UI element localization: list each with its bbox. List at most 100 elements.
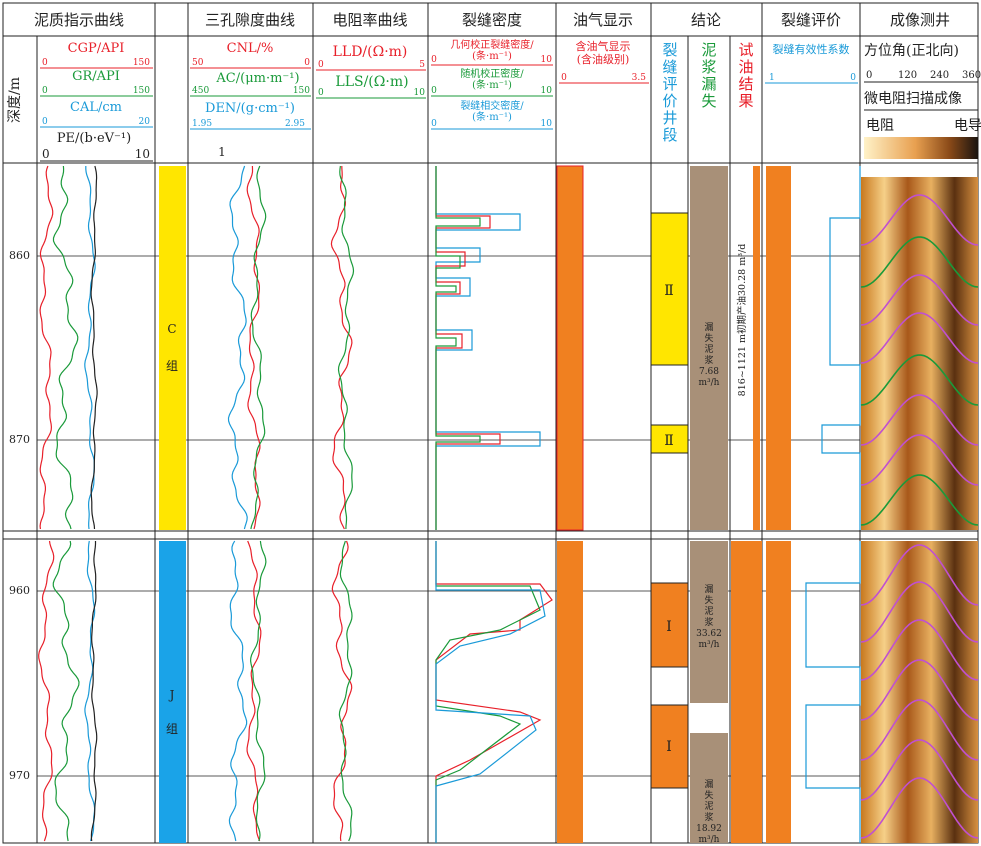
frac-cross-label: 裂缝相交密度/ xyxy=(460,99,524,112)
eval-bar-bottom xyxy=(766,541,791,843)
lls-curve xyxy=(337,165,355,530)
depth-970: 970 xyxy=(9,769,30,782)
ac-label: AC/(μm·m⁻¹) xyxy=(215,71,299,86)
eval-label: 裂缝有效性系数 xyxy=(773,42,850,56)
cal-curve xyxy=(84,540,96,842)
track-title-eval: 裂缝评价 xyxy=(781,11,841,29)
frac-geo-label: 几何校正裂缝密度/ xyxy=(450,38,534,51)
gr-curve xyxy=(52,165,79,530)
frac-cross-curve-top xyxy=(435,166,541,530)
fracture-trace xyxy=(860,699,979,761)
svg-text:0: 0 xyxy=(42,147,50,161)
svg-text:0: 0 xyxy=(561,73,567,83)
svg-text:0: 0 xyxy=(304,58,310,68)
img-azimuth-label: 方位角(正北向) xyxy=(864,43,959,59)
svg-text:0: 0 xyxy=(318,60,324,70)
svg-text:1: 1 xyxy=(769,73,775,83)
oil-test-text: 816~1121 m初期产油30.28 m³/d xyxy=(736,244,748,397)
svg-text:0: 0 xyxy=(42,117,48,127)
fracture-trace xyxy=(860,739,979,801)
svg-text:450: 450 xyxy=(192,86,209,96)
cgp-curve xyxy=(38,540,55,842)
oil-bar-bottom xyxy=(557,541,583,843)
group-c-label: C xyxy=(167,322,176,336)
track-title-res: 电阻率曲线 xyxy=(332,11,407,29)
svg-text:50: 50 xyxy=(192,58,204,68)
group-c-bar xyxy=(159,166,186,530)
depth-axis-label: 深度/m xyxy=(7,77,23,123)
svg-text:10: 10 xyxy=(541,119,553,129)
frac-cross-curve-bottom xyxy=(435,541,546,843)
borehole-image-bottom xyxy=(861,541,978,843)
cgp-label: CGP/API xyxy=(68,41,125,56)
fracture-trace xyxy=(860,312,979,364)
svg-text:组: 组 xyxy=(166,722,178,736)
den-curve xyxy=(227,165,248,530)
track-title-frac: 裂缝密度 xyxy=(462,11,522,29)
eval-curve-top xyxy=(821,166,861,530)
img-cond-label: 电导 xyxy=(954,118,981,134)
depth-960: 960 xyxy=(9,584,30,597)
grade-box-1 xyxy=(650,212,689,366)
svg-text:10: 10 xyxy=(541,86,553,96)
pe-curve xyxy=(90,165,98,530)
track-title-poro: 三孔隙度曲线 xyxy=(205,11,295,29)
svg-text:0: 0 xyxy=(850,73,856,83)
lls-label: LLS/(Ω·m) xyxy=(335,74,408,90)
depth-860: 860 xyxy=(9,249,30,262)
svg-text:Ⅰ: Ⅰ xyxy=(666,619,672,635)
svg-text:20: 20 xyxy=(139,117,151,127)
svg-text:0: 0 xyxy=(318,88,324,98)
fracture-trace xyxy=(860,777,979,839)
frac-geo-curve-top xyxy=(435,166,501,530)
frac-rand-curve-top xyxy=(435,166,481,530)
cnl-curve xyxy=(246,540,262,842)
fracture-trace xyxy=(860,394,979,446)
svg-text:5: 5 xyxy=(419,60,425,70)
cnl-label: CNL/% xyxy=(227,41,274,56)
fracture-trace xyxy=(860,581,979,643)
mud-loss-top: 漏失泥浆 7.68 m³/h xyxy=(699,321,720,388)
img-res-label: 电阻 xyxy=(866,118,894,134)
borehole-image-top xyxy=(861,177,978,530)
svg-text:240: 240 xyxy=(930,70,949,81)
frac-rand-label: 随机校正密度/ xyxy=(460,67,524,80)
fracture-trace xyxy=(860,544,979,606)
track-title-oil: 油气显示 xyxy=(573,11,633,29)
svg-text:(条·m⁻¹): (条·m⁻¹) xyxy=(472,49,512,62)
fracture-trace xyxy=(860,659,979,721)
fracture-trace xyxy=(860,354,979,406)
fracture-trace xyxy=(860,194,979,246)
fracture-trace xyxy=(860,619,979,681)
svg-text:150: 150 xyxy=(133,58,150,68)
svg-text:0: 0 xyxy=(42,58,48,68)
svg-text:Ⅱ: Ⅱ xyxy=(664,433,674,449)
svg-text:10: 10 xyxy=(541,55,553,65)
svg-text:150: 150 xyxy=(293,86,310,96)
den-label: DEN/(g·cm⁻¹) xyxy=(205,101,295,116)
eval-curve-bottom xyxy=(805,541,861,843)
fracture-trace xyxy=(860,274,979,326)
eval-bar-top xyxy=(766,166,791,530)
track-title-concl: 结论 xyxy=(691,11,721,29)
svg-text:3.5: 3.5 xyxy=(632,73,647,83)
concl-head-test: 试油结果 xyxy=(738,41,753,110)
mud-bar-b2 xyxy=(690,733,728,843)
cnl-curve xyxy=(246,165,261,530)
track-title-lith: 泥质指示曲线 xyxy=(34,11,124,29)
svg-text:2.95: 2.95 xyxy=(285,119,305,129)
group-j-label: J xyxy=(168,688,175,702)
svg-text:10: 10 xyxy=(135,147,150,161)
track-title-img: 成像测井 xyxy=(890,11,950,29)
resistivity-color-scale xyxy=(864,137,978,159)
pe-curve xyxy=(90,541,98,842)
oil-test-bar xyxy=(753,166,760,530)
gr-label: GR/API xyxy=(72,69,120,84)
pe-label: PE/(b·eV⁻¹) xyxy=(57,131,131,146)
concl-head-mud: 泥浆漏失 xyxy=(701,41,716,110)
mud-bar-b1 xyxy=(690,541,728,703)
group-j-bar xyxy=(159,541,186,843)
svg-text:0: 0 xyxy=(866,70,872,81)
